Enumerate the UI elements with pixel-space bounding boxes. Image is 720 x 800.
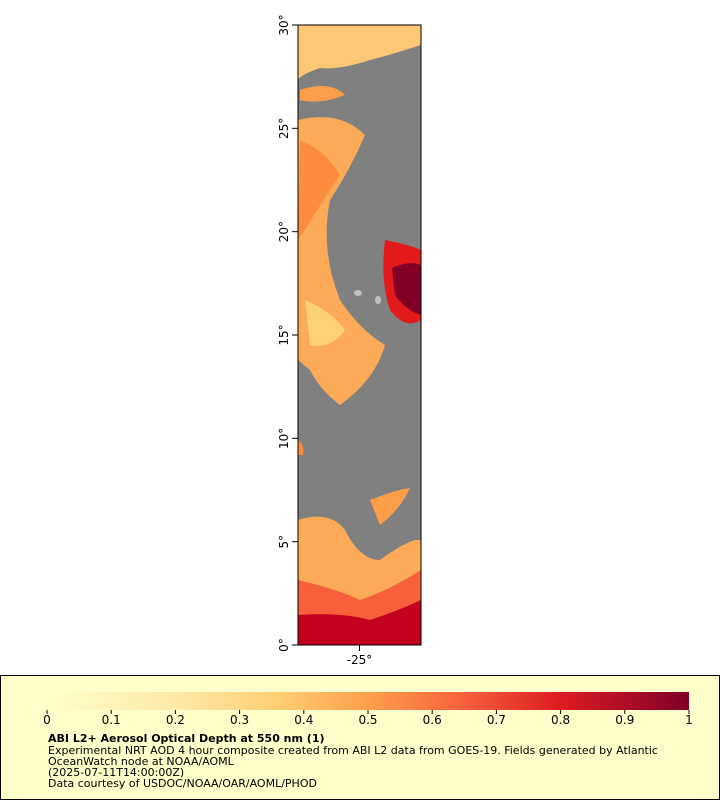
- colorbar-tick-label: 0.9: [615, 713, 634, 727]
- y-tick-label: 25°: [277, 118, 291, 139]
- legend-title: ABI L2+ Aerosol Optical Depth at 550 nm …: [48, 732, 325, 745]
- map-image: [298, 25, 421, 645]
- colorbar-tick-label: 0.3: [230, 713, 249, 727]
- legend-line: (2025-07-11T14:00:00Z): [48, 766, 184, 779]
- x-tick-label: -25°: [347, 653, 373, 667]
- colorbar-tick-label: 0.7: [487, 713, 506, 727]
- y-tick-label: 15°: [277, 324, 291, 345]
- y-tick-label: 10°: [277, 428, 291, 449]
- colorbar-tick-label: 0.2: [166, 713, 185, 727]
- legend-line: Experimental NRT AOD 4 hour composite cr…: [48, 744, 658, 757]
- y-tick-label: 0°: [277, 638, 291, 652]
- colorbar-tick-label: 0.6: [423, 713, 442, 727]
- colorbar-tick-label: 0: [43, 713, 51, 727]
- y-tick-label: 30°: [277, 14, 291, 35]
- colorbar: [47, 692, 689, 710]
- colorbar-tick-label: 1: [685, 713, 693, 727]
- legend-line: OceanWatch node at NOAA/AOML: [48, 755, 235, 768]
- colorbar-tick-label: 0.8: [551, 713, 570, 727]
- colorbar-tick-label: 0.1: [102, 713, 121, 727]
- y-tick-label: 20°: [277, 221, 291, 242]
- axes: 0° 5° 10° 15° 20° 25° 30° -25°: [277, 14, 372, 667]
- colorbar-ticks: 0 0.1 0.2 0.3 0.4 0.5 0.6 0.7 0.8 0.9 1: [43, 710, 693, 727]
- y-tick-label: 5°: [277, 535, 291, 549]
- colorbar-tick-label: 0.4: [294, 713, 313, 727]
- legend-line: Data courtesy of USDOC/NOAA/OAR/AOML/PHO…: [48, 777, 317, 790]
- colorbar-tick-label: 0.5: [358, 713, 377, 727]
